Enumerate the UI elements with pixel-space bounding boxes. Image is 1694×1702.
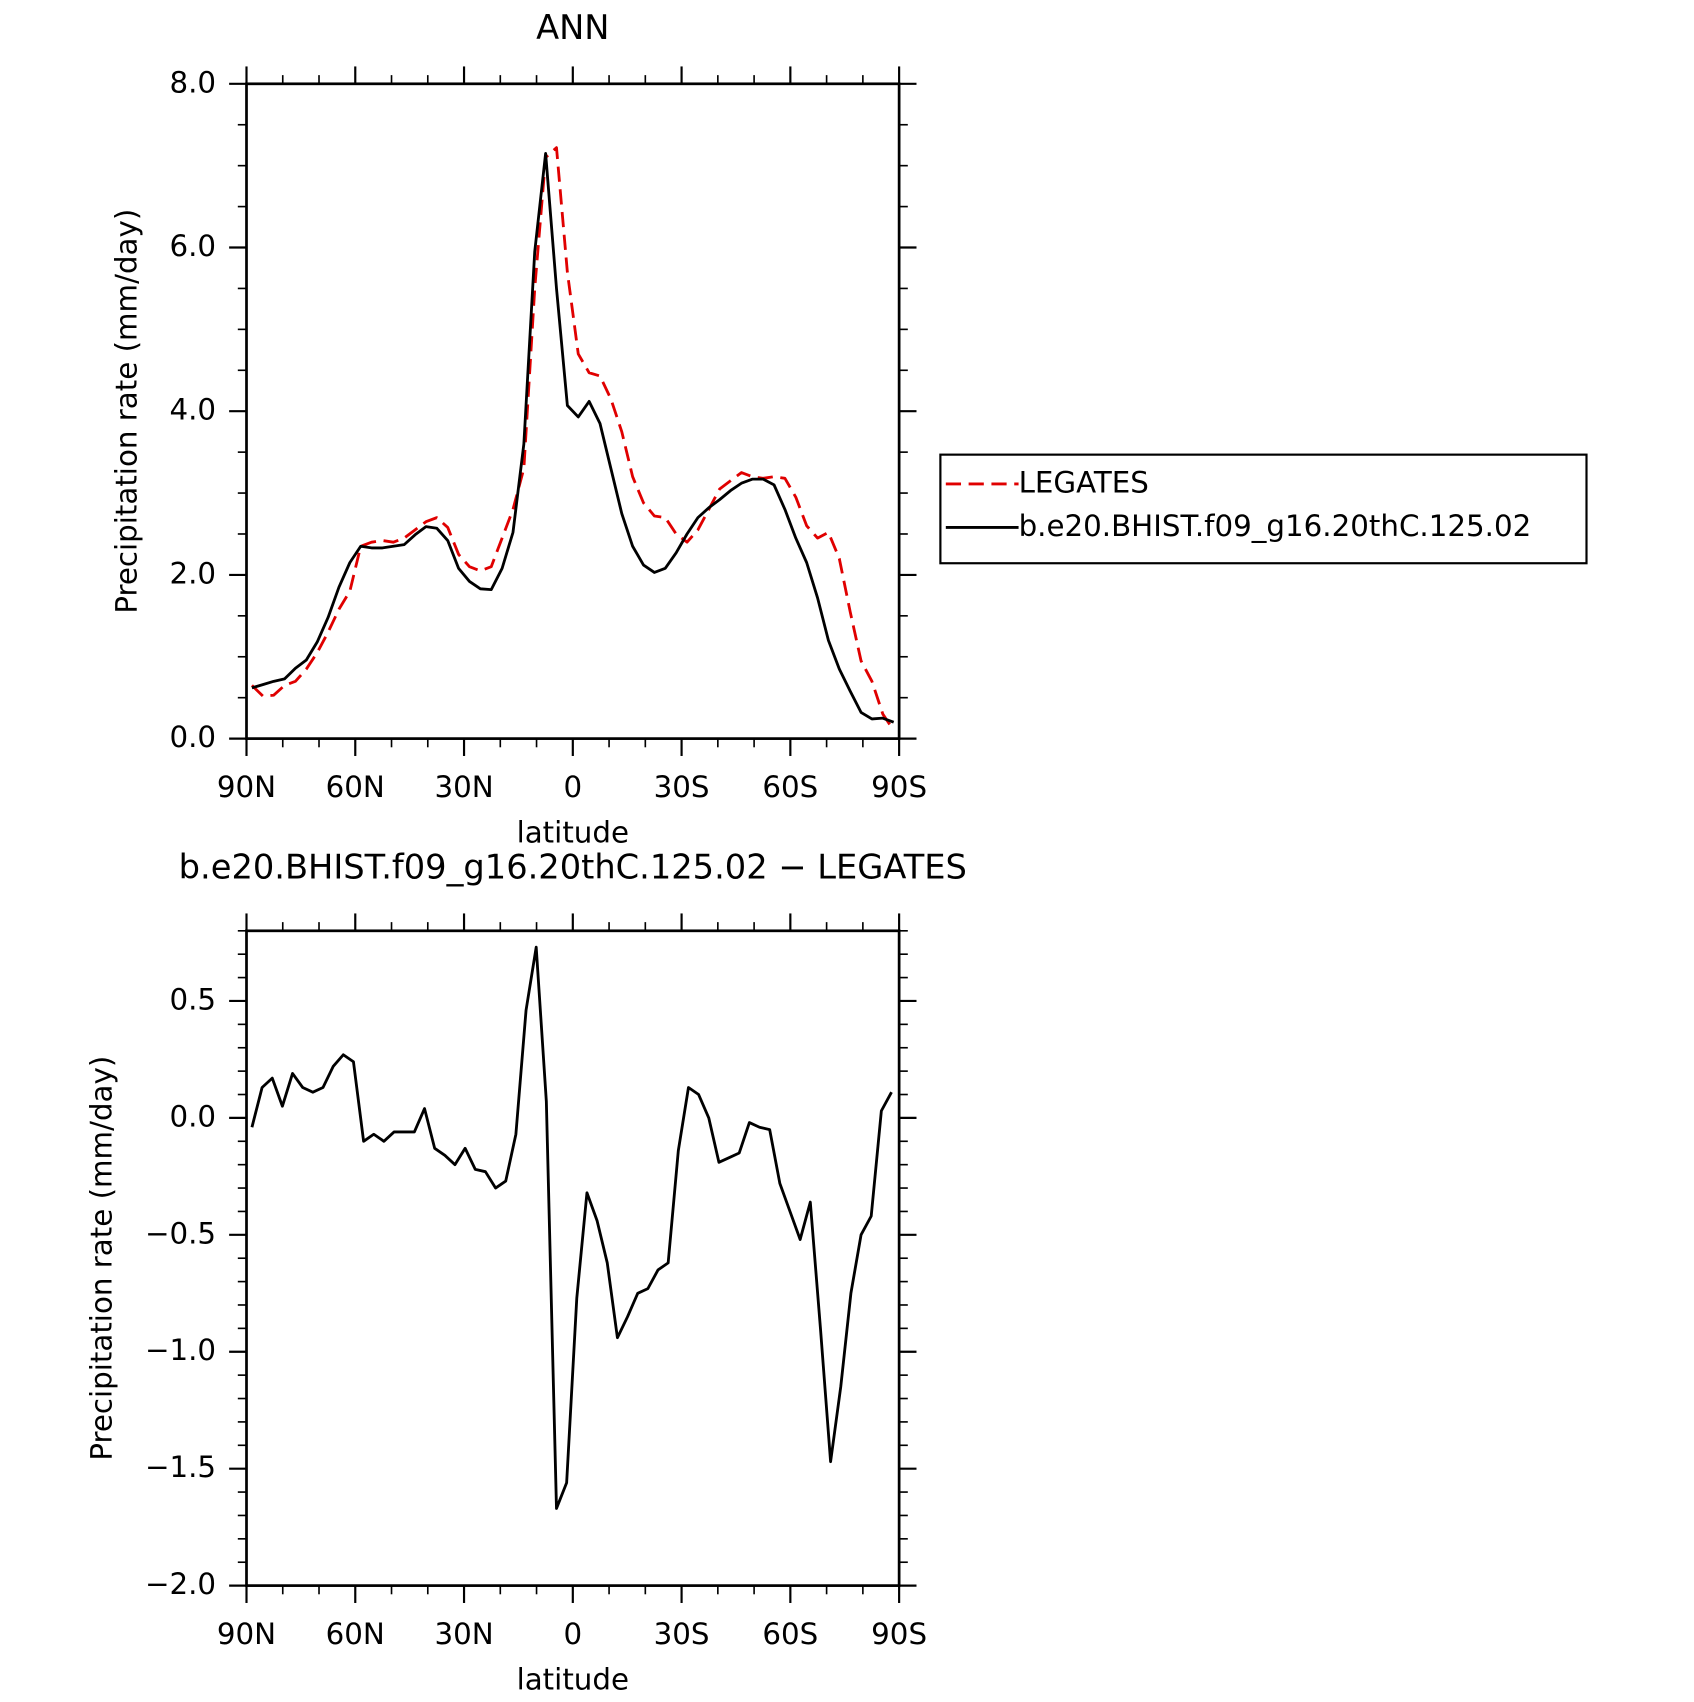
y-tick-label: −1.5 [145,1450,216,1484]
y-tick-label: 2.0 [169,556,216,590]
x-axis-label: latitude [517,816,629,850]
legend-label: b.e20.BHIST.f09_g16.20thC.125.02 [1019,509,1532,543]
y-tick-label: 0.0 [169,720,216,754]
x-tick-label: 90N [217,770,276,804]
x-axis-label: latitude [517,1663,629,1697]
series-line [250,945,893,1510]
x-tick-label: 0 [563,1617,582,1651]
y-tick-label: 6.0 [169,229,216,263]
y-tick-label: −2.0 [145,1567,216,1601]
x-tick-label: 90S [871,1617,927,1651]
series-line [251,151,895,724]
x-tick-label: 30S [654,1617,710,1651]
chart-title: ANN [536,8,609,47]
x-tick-label: 60N [326,1617,385,1651]
y-tick-label: 4.0 [169,393,216,427]
y-axis-label: Precipitation rate (mm/day) [110,209,144,614]
x-tick-label: 60S [762,770,818,804]
y-tick-label: 0.0 [169,1099,216,1133]
legend-label: LEGATES [1019,465,1149,499]
series-line [250,146,895,732]
x-tick-label: 90N [217,1617,276,1651]
y-tick-label: −1.0 [145,1333,216,1367]
x-tick-label: 90S [871,770,927,804]
legend-box [939,453,1588,565]
chart-title: b.e20.BHIST.f09_g16.20thC.125.02 − LEGAT… [179,847,967,886]
y-tick-label: 0.5 [169,982,216,1016]
x-tick-label: 30N [434,770,493,804]
x-tick-label: 30N [434,1617,493,1651]
x-tick-label: 0 [563,770,582,804]
x-tick-label: 30S [654,770,710,804]
x-tick-label: 60S [762,1617,818,1651]
y-tick-label: 8.0 [169,65,216,99]
plot-frame [245,929,901,1587]
y-axis-label: Precipitation rate (mm/day) [85,1056,119,1461]
x-tick-label: 60N [326,770,385,804]
y-tick-label: −0.5 [145,1216,216,1250]
